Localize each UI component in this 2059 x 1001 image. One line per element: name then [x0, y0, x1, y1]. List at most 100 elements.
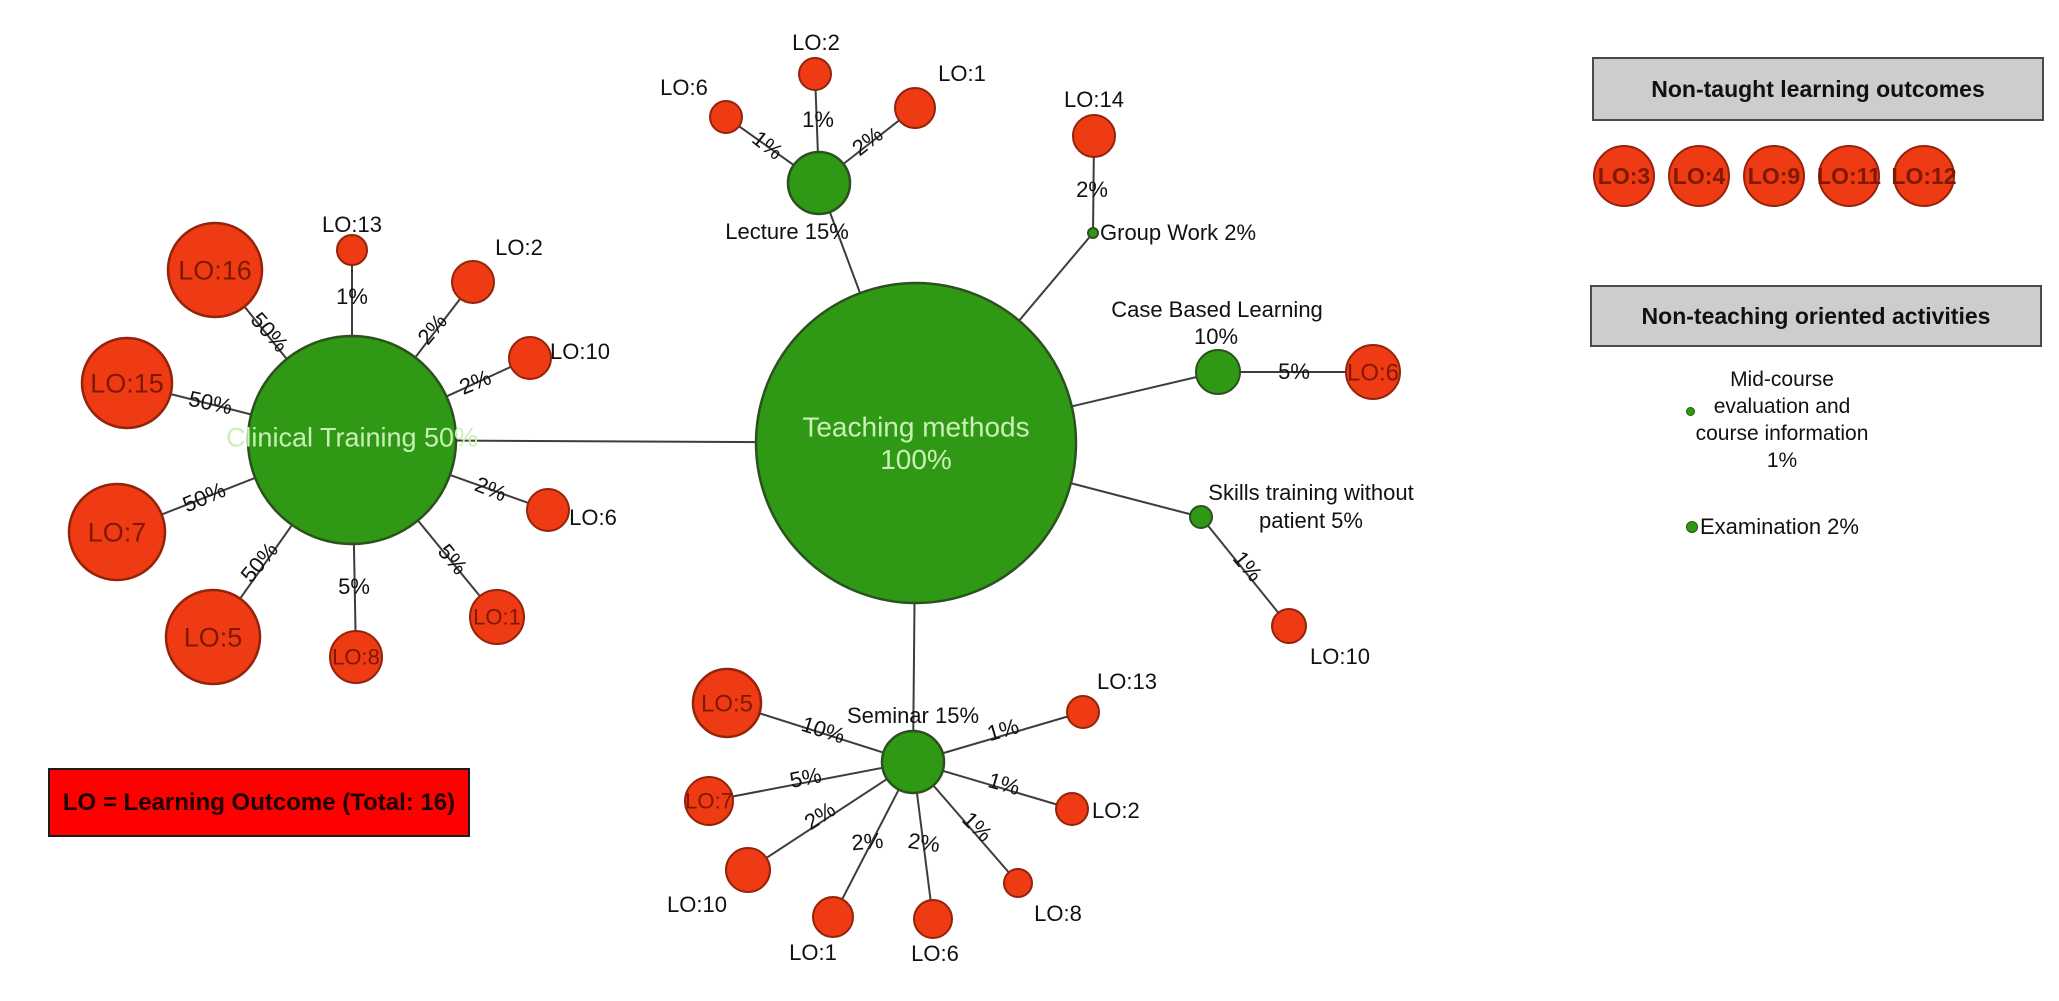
node-lec-lo6: [709, 100, 743, 134]
edge-label-cbl-lo6: 5%: [1278, 359, 1310, 384]
examination-dot-icon: [1686, 521, 1698, 533]
node-cbl-lo6: [1345, 344, 1401, 400]
node-case-based-learning: [1195, 349, 1241, 395]
node-teaching-methods: [754, 281, 1078, 605]
graph-label-21: LO:6: [569, 505, 617, 530]
node-label-cl-lo15: LO:15: [90, 368, 164, 398]
edge-label-seminar-lo10: 2%: [800, 797, 840, 835]
edge-label-clinical-lo10: 2%: [456, 365, 495, 400]
node-label-cbl-lo6: LO:6: [1347, 359, 1399, 386]
edge-label-groupwork-lo14: 2%: [1076, 177, 1108, 202]
graph-label-0: LO:6: [660, 75, 708, 100]
node-cl-lo2: [451, 260, 495, 304]
graph-label-11: Seminar 15%: [847, 703, 979, 728]
nontaught-lo12-circle: LO:12: [1891, 145, 1957, 207]
edge-label-clinical-lo2: 2%: [412, 309, 452, 349]
node-sem-lo6: [913, 899, 953, 939]
edge-label-clinical-lo13: 1%: [336, 284, 368, 309]
node-lec-lo1: [894, 87, 936, 129]
node-sem-lo13: [1066, 695, 1100, 729]
node-seminar: [880, 729, 946, 795]
graph-label-1: LO:2: [792, 30, 840, 55]
lo-key-box: LO = Learning Outcome (Total: 16): [48, 768, 470, 837]
graph-label-9: patient 5%: [1259, 508, 1363, 533]
graph-label-4: Lecture 15%: [725, 219, 849, 244]
graph-label-14: LO:6: [911, 941, 959, 966]
edge-label-lecture-lo2: 1%: [802, 107, 834, 132]
node-label-cl-lo1: LO:1: [473, 605, 521, 630]
graph-label-6: Case Based Learning: [1111, 297, 1323, 322]
edge-label-seminar-lo2: 1%: [985, 767, 1022, 800]
node-skills-training: [1189, 505, 1213, 529]
midcourse-dot-icon: [1686, 407, 1695, 416]
node-label-teaching-methods-0: Teaching methods: [802, 412, 1029, 443]
node-label-cl-lo8: LO:8: [332, 645, 380, 670]
edge-label-clinical-lo6: 2%: [471, 472, 510, 507]
graph-label-5: Group Work 2%: [1100, 220, 1256, 245]
edge-label-seminar-lo13: 1%: [984, 713, 1021, 746]
nontaught-outcomes-row: LO:3 LO:4 LO:9 LO:11 LO:12: [1593, 145, 1957, 207]
node-cl-lo6: [526, 488, 570, 532]
nontaught-lo4-circle: LO:4: [1668, 145, 1730, 207]
node-label-cl-lo16: LO:16: [178, 255, 252, 285]
nontaught-lo3-circle: LO:3: [1593, 145, 1655, 207]
node-label-sem-lo7: LO:7: [685, 789, 733, 814]
node-sem-lo10: [725, 847, 771, 893]
graph-label-10: LO:10: [1310, 644, 1370, 669]
graph-label-2: LO:1: [938, 61, 986, 86]
graph-label-8: Skills training without: [1208, 480, 1413, 505]
edge-seminar-lo10: [747, 761, 914, 871]
edge-seminar-lo7: [708, 761, 914, 802]
node-sem-lo2: [1055, 792, 1089, 826]
graph-label-12: LO:10: [667, 892, 727, 917]
graph-label-3: LO:14: [1064, 87, 1124, 112]
midcourse-line3: course information: [1695, 422, 1869, 445]
midcourse-line1: Mid-course: [1730, 368, 1834, 391]
examination-item: Examination 2%: [1686, 514, 1859, 540]
edge-label-clinical-lo5: 50%: [236, 537, 283, 587]
midcourse-line4: 1%: [1766, 449, 1798, 472]
legend-nontaught-title: Non-taught learning outcomes: [1651, 75, 1985, 102]
node-cl-lo10: [508, 336, 552, 380]
node-cl-lo1: [469, 589, 525, 645]
edge-label-lecture-lo6: 1%: [747, 125, 787, 164]
node-cl-lo5: [164, 588, 262, 686]
edge-label-clinical-lo15: 50%: [186, 386, 234, 420]
nontaught-lo11-circle: LO:11: [1817, 145, 1881, 207]
edge-label-skills-lo10: 1%: [1228, 546, 1268, 586]
node-label-sem-lo5: LO:5: [701, 690, 753, 717]
graph-label-13: LO:1: [789, 940, 837, 965]
node-lec-lo2: [798, 57, 832, 91]
legend-nontaught-box: Non-taught learning outcomes: [1592, 57, 2044, 121]
edge-label-seminar-lo8: 1%: [957, 807, 997, 847]
node-cl-lo13: [336, 234, 368, 266]
node-label-cl-lo5: LO:5: [184, 622, 243, 652]
legend-activities-title: Non-teaching oriented activities: [1641, 302, 1991, 329]
graph-label-16: LO:2: [1092, 798, 1140, 823]
node-cl-lo16: [166, 221, 264, 319]
edge-label-seminar-lo5: 10%: [799, 711, 849, 748]
node-lecture: [786, 150, 852, 216]
node-clinical-training: [246, 334, 458, 546]
edge-label-lecture-lo1: 2%: [847, 121, 887, 160]
graph-label-17: LO:13: [1097, 669, 1157, 694]
lo-key-text: LO = Learning Outcome (Total: 16): [62, 788, 456, 816]
node-label-clinical-training: Clinical Training 50%: [226, 422, 478, 452]
node-sem-lo7: [684, 776, 734, 826]
graph-label-18: LO:13: [322, 212, 382, 237]
edge-label-seminar-lo1: 2%: [850, 828, 884, 856]
graph-label-20: LO:10: [550, 339, 610, 364]
node-group-work: [1087, 227, 1099, 239]
legend-activities-box: Non-teaching oriented activities: [1590, 285, 2042, 347]
edge-label-clinical-lo7: 50%: [179, 477, 229, 517]
node-sem-lo1: [812, 896, 854, 938]
node-cl-lo7: [67, 482, 167, 582]
node-sem-lo5: [691, 667, 763, 739]
graph-label-7: 10%: [1194, 324, 1238, 349]
node-label-teaching-methods-1: 100%: [880, 444, 952, 475]
node-sem-lo8: [1003, 868, 1033, 898]
edge-label-clinical-lo16: 50%: [246, 307, 294, 357]
nontaught-lo9-circle: LO:9: [1743, 145, 1805, 207]
node-label-cl-lo7: LO:7: [88, 517, 147, 547]
